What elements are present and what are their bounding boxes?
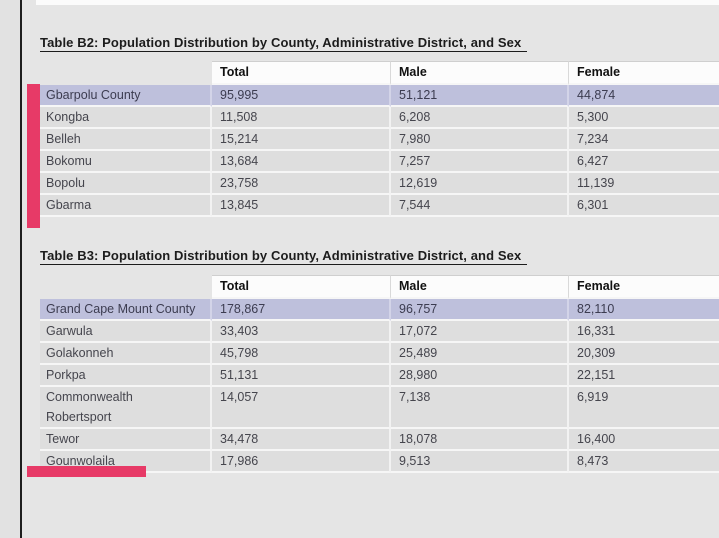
district-name-cell: Porkpa [40, 365, 212, 387]
district-name-cell: Commonwealth Robertsport [40, 387, 212, 429]
district-name-cell: Grand Cape Mount County [40, 299, 212, 321]
district-name-cell: Gbarpolu County [40, 85, 212, 107]
male-cell: 7,138 [391, 387, 569, 429]
pink-highlight-bar-horizontal [27, 466, 146, 477]
total-cell: 23,758 [212, 173, 391, 195]
total-cell: 51,131 [212, 365, 391, 387]
table-b2-title: Table B2: Population Distribution by Cou… [40, 35, 528, 52]
total-cell: 13,845 [212, 195, 391, 217]
district-name-cell: Kongba [40, 107, 212, 129]
district-name-cell: Gbarma [40, 195, 212, 217]
table-b3-header-row: Total Male Female [40, 275, 719, 299]
table-b2: Total Male Female Gbarpolu County 95,995… [40, 61, 719, 217]
male-cell: 18,078 [391, 429, 569, 451]
male-cell: 9,513 [391, 451, 569, 473]
male-cell: 28,980 [391, 365, 569, 387]
district-name-cell: Belleh [40, 129, 212, 151]
district-name-cell: Bokomu [40, 151, 212, 173]
male-cell: 96,757 [391, 299, 569, 321]
table-b3-title: Table B3: Population Distribution by Cou… [40, 248, 528, 265]
female-cell: 11,139 [569, 173, 719, 195]
header-total: Total [212, 61, 391, 85]
male-cell: 17,072 [391, 321, 569, 343]
district-name-text: Commonwealth Robertsport [46, 390, 133, 424]
female-cell: 16,331 [569, 321, 719, 343]
district-name-cell: Garwula [40, 321, 212, 343]
male-cell: 51,121 [391, 85, 569, 107]
table-row: Grand Cape Mount County 178,867 96,757 8… [40, 299, 719, 321]
left-gutter [0, 0, 20, 538]
female-cell: 6,427 [569, 151, 719, 173]
table-row: Kongba 11,508 6,208 5,300 [40, 107, 719, 129]
table-row: Bokomu 13,684 7,257 6,427 [40, 151, 719, 173]
table-row: Gounwolaila 17,986 9,513 8,473 [40, 451, 719, 473]
male-cell: 25,489 [391, 343, 569, 365]
table-row: Gbarpolu County 95,995 51,121 44,874 [40, 85, 719, 107]
total-cell: 33,403 [212, 321, 391, 343]
table-b3-title-text: Table B3: Population Distribution by Cou… [40, 248, 528, 265]
header-female: Female [569, 61, 719, 85]
total-cell: 17,986 [212, 451, 391, 473]
table-b2-header-row: Total Male Female [40, 61, 719, 85]
table-row: Tewor 34,478 18,078 16,400 [40, 429, 719, 451]
header-male: Male [391, 275, 569, 299]
total-cell: 13,684 [212, 151, 391, 173]
male-cell: 7,544 [391, 195, 569, 217]
table-row: Porkpa 51,131 28,980 22,151 [40, 365, 719, 387]
female-cell: 8,473 [569, 451, 719, 473]
male-cell: 12,619 [391, 173, 569, 195]
header-empty-cell [40, 61, 212, 85]
total-cell: 11,508 [212, 107, 391, 129]
header-female: Female [569, 275, 719, 299]
pink-highlight-bar-vertical [27, 84, 40, 228]
female-cell: 5,300 [569, 107, 719, 129]
total-cell: 178,867 [212, 299, 391, 321]
header-empty-cell [40, 275, 212, 299]
table-row: Golakonneh 45,798 25,489 20,309 [40, 343, 719, 365]
total-cell: 45,798 [212, 343, 391, 365]
table-row: Belleh 15,214 7,980 7,234 [40, 129, 719, 151]
total-cell: 34,478 [212, 429, 391, 451]
total-cell: 15,214 [212, 129, 391, 151]
top-page-strip [36, 0, 719, 5]
district-name-cell: Golakonneh [40, 343, 212, 365]
female-cell: 82,110 [569, 299, 719, 321]
table-b2-title-text: Table B2: Population Distribution by Cou… [40, 35, 528, 52]
female-cell: 22,151 [569, 365, 719, 387]
page-edge-divider [20, 0, 22, 538]
total-cell: 95,995 [212, 85, 391, 107]
female-cell: 44,874 [569, 85, 719, 107]
table-row: Garwula 33,403 17,072 16,331 [40, 321, 719, 343]
table-row: Bopolu 23,758 12,619 11,139 [40, 173, 719, 195]
table-row: Commonwealth Robertsport 14,057 7,138 6,… [40, 387, 719, 429]
female-cell: 16,400 [569, 429, 719, 451]
total-cell: 14,057 [212, 387, 391, 429]
male-cell: 7,980 [391, 129, 569, 151]
district-name-cell: Tewor [40, 429, 212, 451]
district-name-cell: Bopolu [40, 173, 212, 195]
male-cell: 6,208 [391, 107, 569, 129]
header-male: Male [391, 61, 569, 85]
female-cell: 20,309 [569, 343, 719, 365]
table-b3: Total Male Female Grand Cape Mount Count… [40, 275, 719, 473]
female-cell: 6,301 [569, 195, 719, 217]
header-total: Total [212, 275, 391, 299]
female-cell: 6,919 [569, 387, 719, 429]
male-cell: 7,257 [391, 151, 569, 173]
female-cell: 7,234 [569, 129, 719, 151]
table-row: Gbarma 13,845 7,544 6,301 [40, 195, 719, 217]
